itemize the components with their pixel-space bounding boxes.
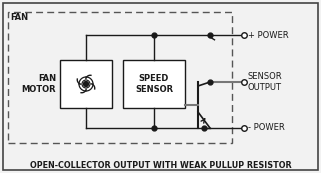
Text: OPEN-COLLECTOR OUTPUT WITH WEAK PULLUP RESISTOR: OPEN-COLLECTOR OUTPUT WITH WEAK PULLUP R… <box>30 162 291 171</box>
Bar <box>8 12 232 143</box>
Bar <box>60 60 112 108</box>
Text: - POWER: - POWER <box>248 124 285 133</box>
Circle shape <box>83 81 89 86</box>
Circle shape <box>82 80 90 88</box>
Text: SPEED
SENSOR: SPEED SENSOR <box>135 74 173 94</box>
Bar <box>123 60 185 108</box>
Text: + POWER: + POWER <box>248 30 289 39</box>
Text: FAN: FAN <box>10 13 28 22</box>
Text: SENSOR
OUTPUT: SENSOR OUTPUT <box>248 72 282 92</box>
Text: FAN
MOTOR: FAN MOTOR <box>22 74 56 94</box>
